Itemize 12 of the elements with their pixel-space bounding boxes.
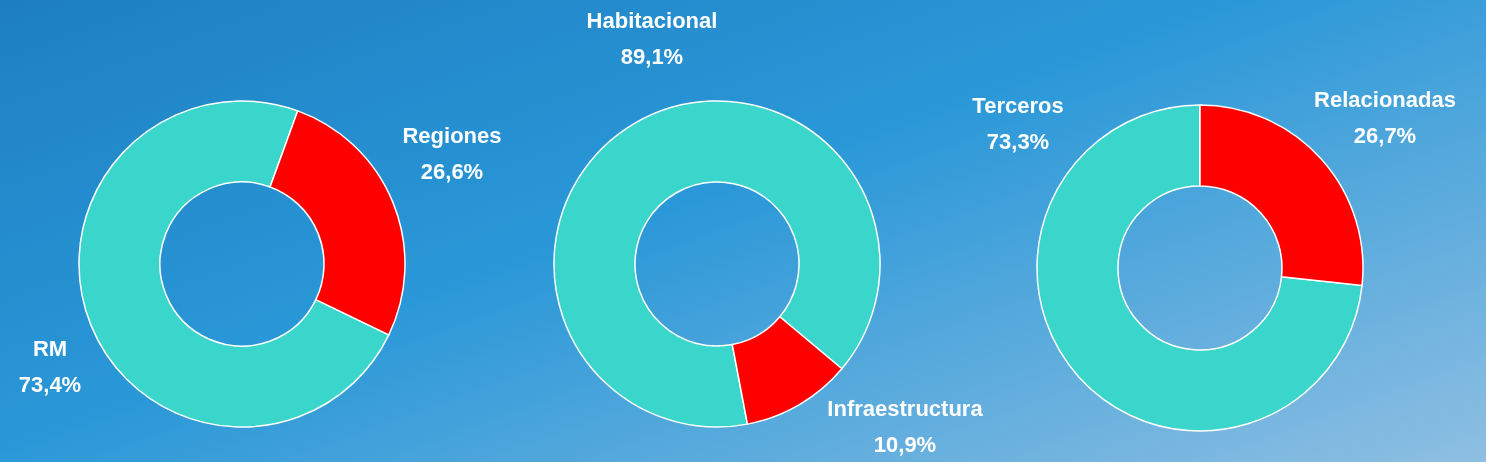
slice-label: Regiones bbox=[402, 123, 502, 148]
slice-label: Habitacional bbox=[586, 8, 718, 33]
slice-label: Infraestructura bbox=[827, 396, 984, 421]
data-label: 73,3% bbox=[986, 129, 1050, 154]
slice-label: Terceros bbox=[972, 93, 1064, 118]
data-label: 89,1% bbox=[620, 44, 684, 69]
data-label: 73,4% bbox=[18, 372, 82, 397]
data-label: 26,7% bbox=[1353, 123, 1417, 148]
slice-label: RM bbox=[32, 336, 68, 361]
slice-label: Relacionadas bbox=[1314, 87, 1456, 112]
data-label: 26,6% bbox=[420, 159, 484, 184]
data-label: 10,9% bbox=[873, 432, 937, 457]
